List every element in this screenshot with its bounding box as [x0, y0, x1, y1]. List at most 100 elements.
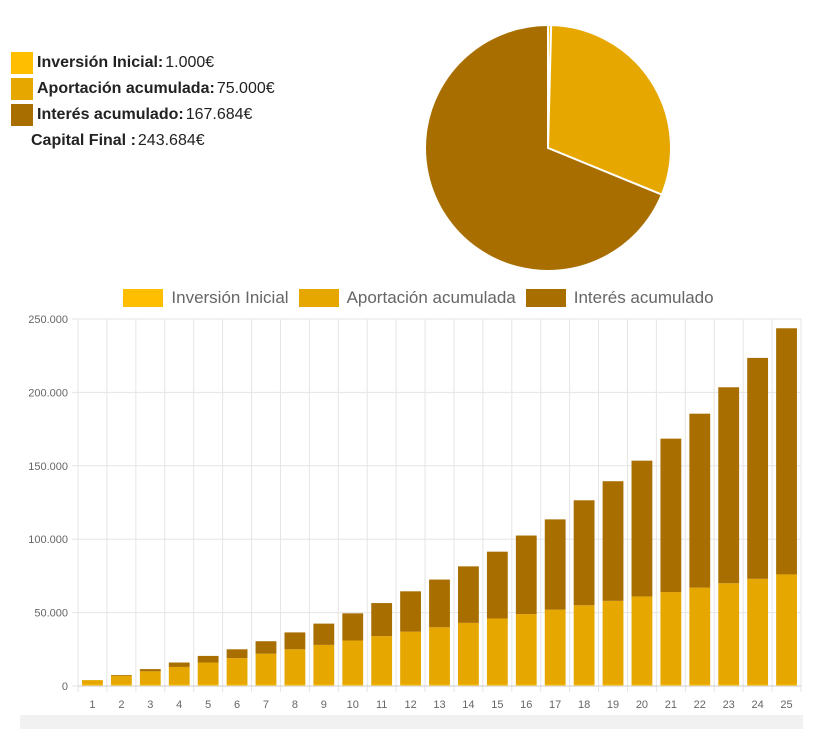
bar-interes-acumulado-7	[255, 641, 277, 654]
bar-interes-acumulado-16	[515, 535, 537, 615]
bar-aportacion-acumulada-6	[226, 658, 248, 685]
bar-inversion-inicial-21	[660, 684, 682, 686]
bar-aportacion-acumulada-17	[544, 609, 566, 685]
x-tick-label: 17	[549, 699, 561, 711]
bar-aportacion-acumulada-9	[313, 644, 335, 685]
summary-panel: Inversión Inicial: 1.000€ Aportación acu…	[11, 50, 275, 154]
bar-aportacion-acumulada-19	[602, 600, 624, 685]
y-tick-label: 150.000	[28, 461, 68, 473]
legend-label: Interés acumulado	[573, 288, 714, 307]
summary-final: Capital Final : 243.684€	[11, 128, 275, 154]
contrib-label: Aportación acumulada:	[37, 80, 215, 97]
bar-interes-acumulado-6	[226, 649, 248, 659]
bar-interes-acumulado-14	[458, 566, 479, 623]
x-tick-label: 6	[234, 699, 240, 711]
bar-aportacion-acumulada-7	[255, 653, 277, 685]
bar-inversion-inicial-14	[458, 684, 479, 686]
x-tick-label: 4	[176, 699, 182, 711]
bar-aportacion-acumulada-5	[197, 662, 219, 685]
x-tick-label: 25	[780, 699, 792, 711]
bar-interes-acumulado-3	[139, 669, 161, 672]
contrib-value: 75.000€	[216, 80, 275, 97]
x-tick-label: 16	[520, 699, 532, 711]
x-tick-label: 21	[665, 699, 677, 711]
initial-value: 1.000€	[165, 54, 215, 71]
bar-inversion-inicial-2	[110, 684, 132, 686]
legend-label: Aportación acumulada	[346, 288, 516, 307]
final-label: Capital Final :	[31, 132, 136, 149]
pie-slice-interes-acumulado	[424, 23, 664, 272]
bar-interes-acumulado-18	[573, 500, 595, 606]
bar-inversion-inicial-6	[226, 684, 248, 686]
final-value: 243.684€	[137, 132, 205, 149]
y-tick-label: 50.000	[34, 608, 68, 620]
bar-interes-acumulado-15	[486, 551, 508, 619]
bar-inversion-inicial-11	[371, 684, 393, 686]
bar-aportacion-acumulada-21	[660, 592, 682, 685]
summary-contrib: Aportación acumulada: 75.000€	[11, 76, 275, 102]
bar-inversion-inicial-12	[400, 684, 421, 686]
x-tick-label: 11	[376, 699, 387, 711]
x-tick-label: 3	[147, 699, 153, 711]
bar-inversion-inicial-5	[197, 684, 219, 686]
bar-inversion-inicial-4	[168, 684, 190, 686]
bar-aportacion-acumulada-10	[342, 640, 364, 685]
bar-interes-acumulado-21	[660, 438, 682, 593]
bar-interes-acumulado-12	[400, 591, 421, 632]
bar-interes-acumulado-5	[197, 655, 219, 663]
legend-label: Inversión Inicial	[171, 288, 289, 307]
x-tick-label: 9	[321, 699, 327, 711]
bar-inversion-inicial-19	[602, 684, 624, 686]
bar-aportacion-acumulada-24	[747, 578, 769, 685]
bar-interes-acumulado-10	[342, 613, 364, 641]
legend-swatch	[298, 289, 339, 307]
bar-legend: Inversión Inicial Aportación acumulada Int…	[0, 288, 837, 308]
horizontal-scrollbar[interactable]	[20, 715, 803, 729]
x-tick-label: 20	[636, 699, 648, 711]
bar-interes-acumulado-11	[371, 603, 393, 637]
bar-inversion-inicial-22	[689, 684, 711, 686]
interest-label: Interés acumulado:	[37, 106, 184, 123]
x-tick-label: 2	[118, 699, 124, 711]
bar-interes-acumulado-9	[313, 623, 335, 645]
x-tick-label: 8	[292, 699, 298, 711]
bar-inversion-inicial-23	[718, 684, 740, 686]
bar-interes-acumulado-19	[602, 481, 624, 601]
legend-item-interes-acumulado[interactable]: Interés acumulado	[525, 288, 714, 308]
bar-aportacion-acumulada-2	[110, 675, 132, 685]
bar-inversion-inicial-10	[342, 684, 364, 686]
bar-inversion-inicial-15	[486, 684, 508, 686]
bar-aportacion-acumulada-11	[371, 636, 393, 685]
x-tick-label: 7	[263, 699, 269, 711]
x-tick-label: 24	[751, 699, 763, 711]
summary-initial: Inversión Inicial: 1.000€	[11, 50, 275, 76]
bar-interes-acumulado-25	[776, 328, 797, 575]
bar-inversion-inicial-17	[544, 684, 566, 686]
bar-aportacion-acumulada-25	[776, 574, 797, 685]
bar-inversion-inicial-7	[255, 684, 277, 686]
initial-swatch	[11, 52, 33, 74]
x-tick-label: 12	[404, 699, 416, 711]
bar-aportacion-acumulada-3	[139, 671, 161, 685]
x-tick-label: 19	[607, 699, 619, 711]
bar-inversion-inicial-9	[313, 684, 335, 686]
bar-inversion-inicial-8	[284, 684, 306, 686]
bar-interes-acumulado-8	[284, 632, 306, 650]
legend-item-inversion-inicial[interactable]: Inversión Inicial	[123, 288, 289, 308]
x-tick-label: 22	[694, 699, 706, 711]
bar-aportacion-acumulada-18	[573, 605, 595, 685]
bar-interes-acumulado-13	[429, 579, 450, 628]
bar-aportacion-acumulada-12	[400, 631, 421, 685]
bar-interes-acumulado-20	[631, 460, 653, 597]
legend-item-aportacion-acumulada[interactable]: Aportación acumulada	[298, 288, 516, 308]
bar-aportacion-acumulada-22	[689, 587, 711, 685]
initial-label: Inversión Inicial:	[37, 54, 164, 71]
bar-interes-acumulado-17	[544, 519, 566, 610]
bar-aportacion-acumulada-4	[168, 666, 190, 685]
y-tick-label: 100.000	[28, 534, 68, 546]
bar-inversion-inicial-25	[776, 684, 797, 686]
legend-swatch	[525, 289, 566, 307]
x-tick-label: 5	[205, 699, 211, 711]
pie-slice-aportacion-acumulada	[546, 24, 672, 196]
